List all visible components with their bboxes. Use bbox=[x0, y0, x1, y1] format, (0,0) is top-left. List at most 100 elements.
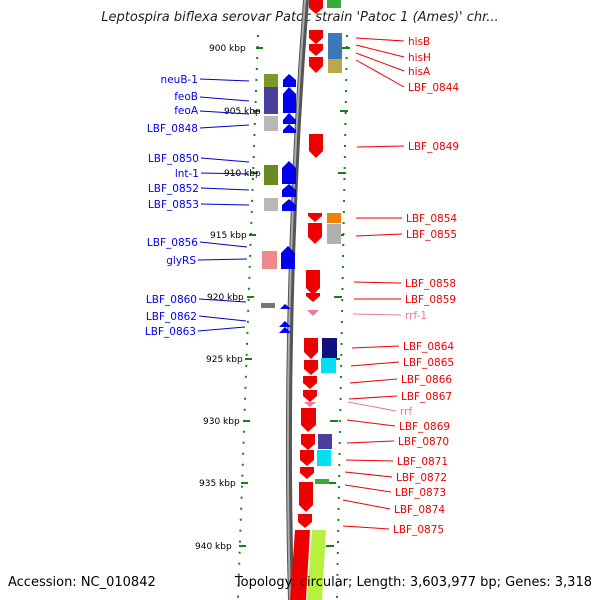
leader-line bbox=[355, 37, 405, 42]
gene-label: LBF_0866 bbox=[401, 374, 452, 386]
leader-line bbox=[355, 59, 405, 88]
reverse-gene-arrow bbox=[300, 450, 314, 466]
tick-label: 905 kbp bbox=[224, 107, 261, 117]
leader-line bbox=[344, 471, 393, 478]
gene-label: LBF_0853 bbox=[148, 199, 199, 211]
gene-label: rrf-1 bbox=[405, 310, 427, 322]
gene-block bbox=[264, 116, 278, 131]
leader-line bbox=[346, 419, 396, 427]
leader-line bbox=[344, 484, 392, 493]
gene-label: feoA bbox=[174, 105, 199, 117]
gene-label: LBF_0875 bbox=[393, 524, 444, 536]
leader-line bbox=[347, 401, 397, 412]
gene-label: LBF_0864 bbox=[403, 341, 454, 353]
forward-gene-arrow bbox=[280, 304, 291, 309]
leader-line bbox=[198, 315, 247, 322]
gene-block bbox=[322, 338, 337, 358]
gene-block bbox=[328, 59, 342, 73]
leader-line bbox=[197, 258, 248, 261]
gene-block bbox=[307, 530, 326, 600]
map-title: Leptospira biflexa serovar Patoc strain … bbox=[101, 10, 499, 25]
gene-label: LBF_0865 bbox=[403, 357, 454, 369]
reverse-gene-arrow bbox=[309, 44, 323, 56]
gene-block bbox=[264, 198, 278, 211]
reverse-gene-arrow bbox=[306, 270, 320, 295]
leader-line bbox=[199, 96, 250, 102]
gene-label: glyRS bbox=[166, 255, 196, 267]
leader-line bbox=[342, 525, 390, 530]
gene-label: LBF_0848 bbox=[147, 123, 198, 135]
reverse-gene-arrow bbox=[309, 57, 323, 73]
reverse-gene-arrow bbox=[304, 360, 318, 375]
leader-line bbox=[351, 345, 400, 349]
tick-label: 930 kbp bbox=[203, 417, 240, 427]
forward-gene-arrow bbox=[282, 161, 296, 184]
leader-line bbox=[199, 78, 250, 82]
gene-label: LBF_0862 bbox=[146, 311, 197, 323]
gene-label: LBF_0852 bbox=[148, 183, 199, 195]
forward-gene-arrow bbox=[283, 74, 296, 87]
reverse-gene-arrow bbox=[301, 408, 316, 432]
left-gene-labels: neuB-1 feoB feoA LBF_0848 LBF_0850 lnt-1 LBF_0… bbox=[145, 74, 199, 338]
gene-label: LBF_0867 bbox=[401, 391, 452, 403]
gene-label: LBF_0859 bbox=[405, 294, 456, 306]
tick-label: 925 kbp bbox=[206, 355, 243, 365]
topology-label: Topology: circular; Length: 3,603,977 bp… bbox=[234, 575, 592, 590]
gene-block bbox=[318, 434, 332, 449]
forward-gene-arrow bbox=[279, 321, 291, 327]
gene-label: LBF_0872 bbox=[396, 472, 447, 484]
tick-label: 940 kbp bbox=[195, 542, 232, 552]
reverse-gene-arrow bbox=[301, 434, 315, 450]
tick-label: 900 kbp bbox=[209, 44, 246, 54]
leader-line bbox=[198, 298, 247, 303]
leader-line bbox=[199, 241, 248, 248]
reverse-gene-arrow bbox=[303, 390, 317, 402]
tick-label: 935 kbp bbox=[199, 479, 236, 489]
leader-line bbox=[342, 499, 391, 510]
reverse-gene-arrow bbox=[308, 213, 322, 222]
reverse-gene-arrow bbox=[300, 467, 314, 479]
rna-arrow bbox=[307, 310, 319, 316]
leader-line bbox=[352, 313, 402, 316]
reverse-gene-arrow bbox=[298, 514, 312, 528]
forward-gene-arrow bbox=[281, 246, 295, 269]
gene-block bbox=[317, 450, 331, 466]
reverse-gene-arrow bbox=[290, 530, 310, 600]
gene-label: LBF_0844 bbox=[408, 82, 459, 94]
tick-label: 920 kbp bbox=[207, 293, 244, 303]
gene-label: LBF_0869 bbox=[399, 421, 450, 433]
leader-line bbox=[346, 440, 395, 444]
gene-label: LBF_0871 bbox=[397, 456, 448, 468]
reverse-gene-arrow bbox=[309, 134, 323, 158]
gene-label: LBF_0855 bbox=[406, 229, 457, 241]
reverse-gene-arrow bbox=[299, 482, 313, 512]
left-leader-lines bbox=[197, 78, 250, 332]
gene-label: lnt-1 bbox=[175, 168, 199, 180]
gene-label: LBF_0863 bbox=[145, 326, 196, 338]
accession-label: Accession: NC_010842 bbox=[8, 575, 156, 590]
leader-line bbox=[345, 459, 394, 462]
gene-block bbox=[327, 213, 341, 223]
reverse-gene-arrow bbox=[304, 338, 318, 359]
leader-line bbox=[200, 187, 250, 191]
gene-label: LBF_0874 bbox=[394, 504, 445, 516]
leader-line bbox=[348, 395, 398, 400]
forward-gene-arrow bbox=[279, 327, 291, 333]
gene-label: hisA bbox=[408, 66, 431, 78]
backbone-line bbox=[285, 0, 309, 600]
gene-block bbox=[264, 74, 278, 87]
leader-line bbox=[199, 110, 250, 115]
forward-gene-arrow bbox=[282, 184, 296, 197]
reverse-gene-arrow bbox=[309, 0, 323, 14]
gene-label: hisB bbox=[408, 36, 430, 48]
gene-block bbox=[264, 87, 278, 114]
right-features bbox=[290, 0, 342, 600]
gene-label: LBF_0858 bbox=[405, 278, 456, 290]
leader-line bbox=[199, 124, 250, 129]
leader-line bbox=[355, 44, 405, 58]
gene-label: LBF_0854 bbox=[406, 213, 457, 225]
gene-label: LBF_0860 bbox=[146, 294, 197, 306]
gene-block bbox=[264, 165, 278, 185]
leader-line bbox=[349, 378, 398, 384]
